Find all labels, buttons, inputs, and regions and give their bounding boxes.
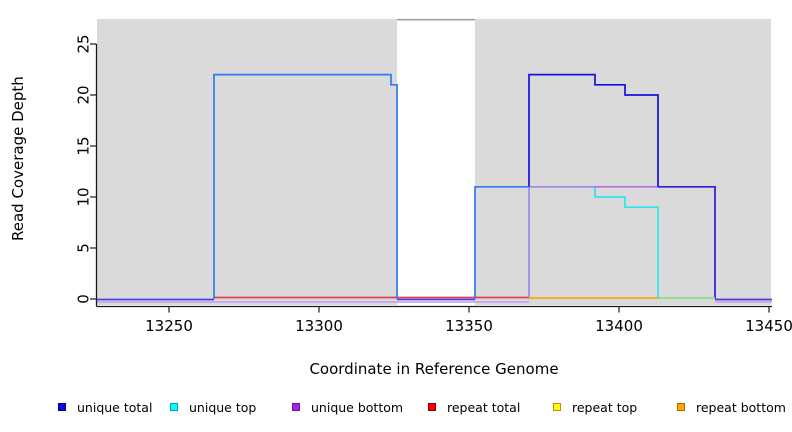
x-tick-label: 13300 (295, 317, 343, 335)
legend-item-unique-top: unique top (170, 398, 256, 416)
legend-item-repeat-total: repeat total (428, 398, 520, 416)
y-tick-label: 25 (75, 34, 93, 53)
y-tick-label: 10 (75, 187, 93, 206)
coverage-line-segment (474, 185, 529, 299)
x-tick-label: 13350 (445, 317, 493, 335)
legend-label: unique total (77, 399, 153, 415)
y-tick-label: 5 (75, 243, 93, 253)
y-tick-label: 0 (75, 294, 93, 304)
x-tick-label: 13250 (145, 317, 193, 335)
legend-swatch-icon (553, 403, 561, 411)
legend-swatch-icon (58, 403, 66, 411)
coverage-line-segment (528, 73, 659, 187)
legend-swatch-icon (170, 403, 178, 411)
legend-item-unique-bottom: unique bottom (292, 398, 403, 416)
legend-item-repeat-bottom: repeat bottom (677, 398, 786, 416)
legend: unique total unique top unique bottom repea… (0, 398, 792, 422)
coverage-line-segment (658, 185, 716, 299)
legend-swatch-icon (292, 403, 300, 411)
legend-item-unique-total: unique total (58, 398, 152, 416)
legend-swatch-icon (677, 403, 685, 411)
legend-label: repeat bottom (696, 399, 786, 415)
y-tick-label: 15 (75, 136, 93, 155)
y-axis-title: Read Coverage Depth (9, 76, 27, 241)
legend-label: repeat total (447, 399, 521, 415)
legend-item-repeat-top: repeat top (553, 398, 637, 416)
x-axis-title: Coordinate in Reference Genome (309, 360, 559, 378)
coverage-line-segment (594, 186, 659, 299)
legend-label: unique bottom (311, 399, 404, 415)
gap-band (397, 19, 475, 305)
coverage-line-segment (213, 73, 398, 299)
legend-label: repeat top (572, 399, 638, 415)
x-tick-label: 13400 (595, 317, 643, 335)
legend-swatch-icon (428, 403, 436, 411)
legend-label: unique top (189, 399, 257, 415)
x-tick-label: 13450 (745, 317, 792, 335)
y-tick-label: 20 (75, 85, 93, 104)
